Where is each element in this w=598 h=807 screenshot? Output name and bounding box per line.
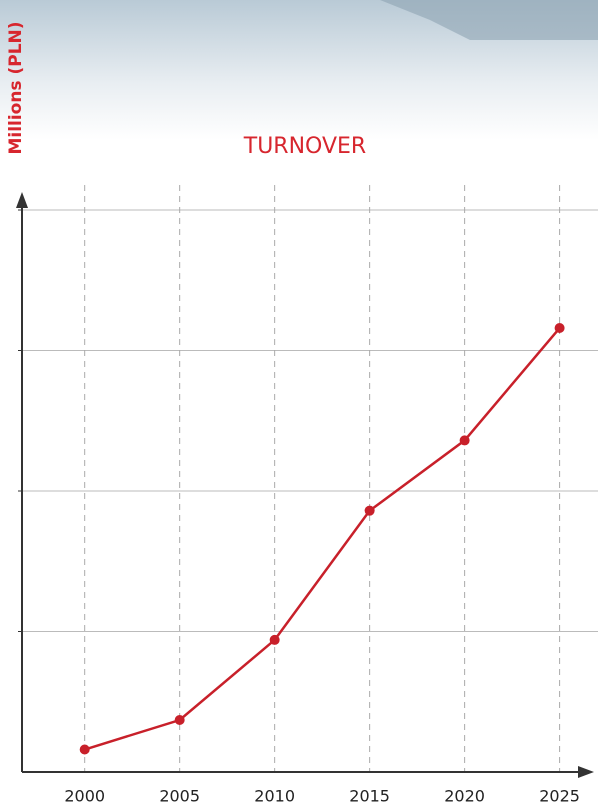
x-tick-label: 2010 [254, 787, 295, 806]
x-tick-label: 2025 [539, 787, 580, 806]
data-point [175, 715, 185, 725]
data-point [80, 745, 90, 755]
data-line [85, 328, 560, 750]
chart-title: TURNOVER [243, 134, 366, 159]
data-point [555, 323, 565, 333]
x-axis-arrow [578, 766, 594, 778]
data-point [460, 435, 470, 445]
x-tick-label: 2005 [159, 787, 200, 806]
x-tick-label: 2000 [64, 787, 105, 806]
data-point [365, 506, 375, 516]
y-axis-label: Millions (PLN) [6, 21, 26, 154]
data-point [270, 635, 280, 645]
chart: TURNOVER Millions (PLN) 2000 2005 2010 2015… [0, 0, 598, 807]
x-tick-label: 2015 [349, 787, 390, 806]
y-axis-arrow [16, 192, 28, 208]
x-tick-label: 2020 [444, 787, 485, 806]
